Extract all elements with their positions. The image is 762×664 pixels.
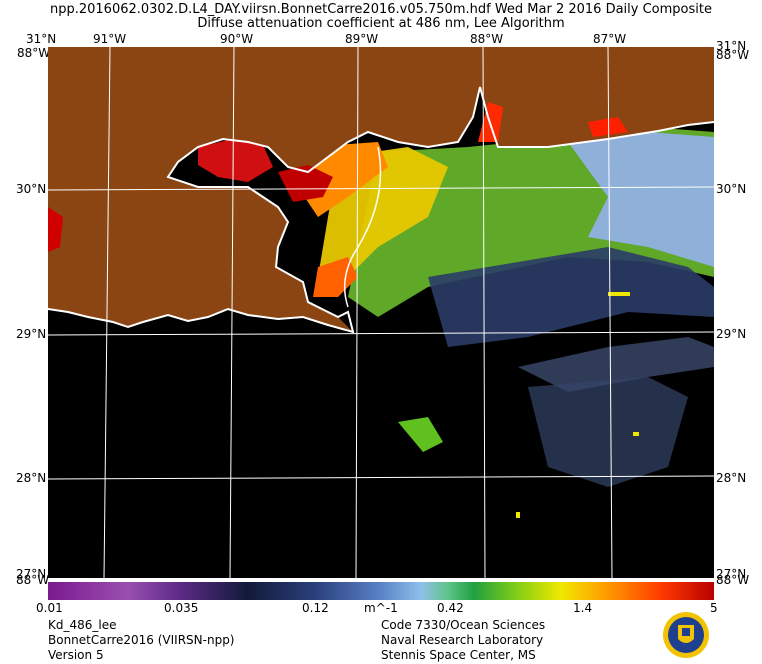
- corner-lat-label-right: 31°N: [716, 39, 747, 53]
- nrl-seal-icon: [663, 612, 709, 658]
- cbar-tick-5: 5: [710, 601, 718, 615]
- footer-left-2: BonnetCarre2016 (VIIRSN-npp): [48, 633, 235, 647]
- delta-outline: [343, 146, 382, 308]
- graticule: [48, 47, 714, 578]
- lon-line-91: [103, 47, 111, 578]
- corner-lat-bottom: 27°N: [16, 567, 47, 581]
- lake-borgne-kd: [278, 165, 333, 202]
- corner-lat-bottom-right: 27°N: [716, 567, 747, 581]
- footer-left-1: Kd_486_lee: [48, 618, 117, 632]
- lon-line-88: [482, 47, 486, 578]
- kd-patch-yellow-1: [633, 432, 639, 436]
- lon-label-88: 88°W: [470, 32, 504, 46]
- kd-swath-deep-1: [518, 337, 714, 392]
- image-title: npp.2016062.0302.D.L4_DAY.viirsn.BonnetC…: [49, 2, 712, 17]
- lat-label-30-left: 30°N: [16, 182, 47, 196]
- corner-lon-label-right: 88°W: [716, 48, 750, 62]
- lon-label-90: 90°W: [220, 32, 254, 46]
- lon-label-87: 87°W: [593, 32, 627, 46]
- lake-pontchartrain-kd: [198, 139, 273, 182]
- footer-right-2: Naval Research Laboratory: [381, 633, 544, 647]
- coastline: [48, 86, 714, 334]
- corner-lat-label: 31°N: [26, 32, 57, 46]
- lat-label-28-left: 28°N: [16, 471, 47, 485]
- lat-label-29-left: 29°N: [16, 327, 47, 341]
- footer-right-3: Stennis Space Center, MS: [381, 648, 536, 662]
- corner-lon-bottom: 88°W: [16, 573, 50, 587]
- image-subtitle: Diffuse attenuation coefficient at 486 n…: [197, 16, 565, 31]
- kd-patch-yellow-3: [608, 292, 630, 296]
- cbar-tick-4: 1.4: [573, 601, 593, 615]
- lon-line-87: [607, 47, 613, 578]
- map-canvas: [48, 47, 714, 578]
- lat-label-30-right: 30°N: [716, 182, 747, 196]
- lat-label-28-right: 28°N: [716, 471, 747, 485]
- lat-label-29-right: 29°N: [716, 327, 747, 341]
- cbar-tick-2: 0.12: [302, 601, 329, 615]
- colorbar: [48, 582, 714, 600]
- lat-line-29: [48, 331, 714, 336]
- kd-patch-yellow-2: [516, 512, 520, 518]
- cbar-tick-0: 0.01: [36, 601, 63, 615]
- lon-label-89: 89°W: [345, 32, 379, 46]
- land-mass: [48, 47, 714, 332]
- map-panel[interactable]: [48, 47, 714, 578]
- kd-swath-darkblue: [428, 247, 714, 347]
- barataria-kd: [313, 257, 358, 297]
- kd-swath-deep-2: [528, 377, 688, 487]
- lon-line-89: [355, 47, 359, 578]
- cbar-tick-3: 0.42: [437, 601, 464, 615]
- footer-left-3: Version 5: [48, 648, 104, 662]
- lon-line-90: [229, 47, 235, 578]
- lat-line-28: [48, 475, 714, 480]
- lon-label-91: 91°W: [93, 32, 127, 46]
- corner-lon-label: 88°W: [17, 46, 51, 60]
- lat-line-30: [48, 186, 714, 191]
- atchafalaya-kd: [48, 207, 63, 252]
- footer-right-1: Code 7330/Ocean Sciences: [381, 618, 546, 632]
- cbar-tick-1: 0.035: [164, 601, 199, 615]
- pensacola-bay-kd: [588, 117, 628, 137]
- corner-lon-bottom-right: 88°W: [716, 573, 750, 587]
- kd-patch-green: [398, 417, 443, 452]
- cbar-unit: m^-1: [364, 601, 398, 615]
- kd-swath-lightblue: [568, 132, 714, 267]
